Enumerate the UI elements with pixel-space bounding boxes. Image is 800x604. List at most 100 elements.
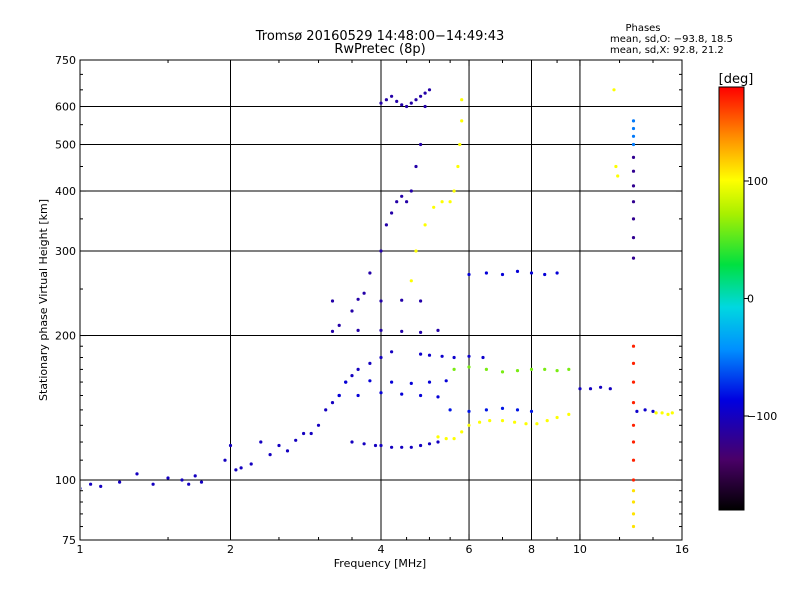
data-point [631, 423, 636, 427]
data-point [223, 458, 227, 462]
data-point [234, 468, 238, 472]
data-point [395, 200, 399, 204]
data-point [555, 369, 559, 373]
data-point [484, 408, 488, 412]
data-point [294, 438, 298, 442]
data-point [379, 391, 383, 395]
data-point [400, 445, 404, 449]
data-point [423, 104, 427, 109]
data-point [330, 299, 335, 303]
data-point [390, 350, 394, 354]
data-point [356, 367, 360, 371]
data-point [588, 387, 593, 391]
data-point [350, 440, 354, 444]
data-point [180, 478, 184, 482]
colorbar-tick-label: 100 [747, 175, 768, 188]
data-point [199, 480, 204, 484]
data-point [515, 269, 520, 273]
data-point [239, 466, 243, 470]
data-point [608, 387, 612, 391]
data-point [414, 164, 418, 169]
data-point [456, 164, 460, 169]
data-point [427, 380, 432, 384]
data-point [409, 445, 413, 449]
data-point [249, 462, 253, 466]
data-point [379, 101, 383, 105]
stats-heading: Phases [625, 23, 660, 34]
data-point [651, 409, 655, 413]
data-point [166, 476, 170, 480]
data-point [228, 443, 233, 448]
data-point [643, 408, 647, 412]
data-point [419, 299, 423, 303]
data-point [484, 271, 488, 275]
data-point [384, 223, 388, 227]
data-point [99, 484, 103, 488]
data-point [400, 392, 404, 396]
data-point [419, 352, 423, 356]
data-point [316, 423, 321, 427]
data-point [513, 420, 517, 424]
data-point [337, 393, 341, 398]
data-point [631, 200, 636, 204]
data-point [379, 249, 383, 253]
data-point [390, 380, 394, 384]
colorbar-tick-label: −100 [747, 410, 777, 423]
data-point [670, 411, 674, 415]
data-point [444, 437, 448, 441]
data-point [409, 381, 413, 385]
data-point [631, 380, 636, 384]
data-point [631, 344, 636, 348]
y-axis-label: Stationary phase Virtual Height [km] [37, 199, 50, 401]
y-tick-label: 200 [55, 330, 76, 343]
axis-ticks: 1 2 4 6 8 10 16 75 100 200 300 400 500 600 750 [55, 54, 689, 556]
data-point [500, 370, 505, 374]
x-tick-label: 1 [77, 543, 84, 556]
data-point [89, 482, 93, 486]
data-point [555, 271, 559, 275]
data-point [578, 387, 582, 391]
data-point [350, 374, 354, 378]
data-point [356, 393, 360, 398]
data-point [368, 271, 372, 275]
data-point [193, 474, 197, 478]
data-point [432, 205, 436, 209]
data-point [405, 104, 409, 109]
x-tick-label: 4 [378, 543, 385, 556]
data-point [631, 142, 636, 147]
data-point [444, 379, 448, 383]
data-point [379, 328, 383, 332]
data-point [535, 422, 539, 426]
x-tick-label: 16 [675, 543, 689, 556]
data-point [379, 443, 383, 448]
stats-line-o: mean, sd,O: −93.8, 18.5 [610, 34, 733, 45]
data-point [631, 236, 636, 240]
data-point [414, 249, 418, 253]
data-point [423, 91, 427, 95]
data-point [324, 408, 328, 412]
data-point [285, 449, 290, 453]
data-point [467, 365, 471, 369]
data-point [419, 330, 423, 334]
data-point [567, 367, 571, 371]
data-point [344, 380, 348, 384]
data-point [419, 94, 423, 98]
data-point [515, 369, 520, 373]
data-point [478, 420, 482, 424]
data-point [362, 442, 366, 446]
data-point [500, 272, 505, 277]
data-point [631, 478, 636, 482]
data-point [427, 353, 432, 357]
x-tick-label: 10 [573, 543, 587, 556]
data-point [631, 512, 636, 516]
data-point [81, 487, 82, 490]
chart-subtitle: RwPretec (8p) [334, 42, 425, 57]
data-point [400, 194, 404, 198]
data-point [362, 291, 366, 295]
data-point [440, 200, 444, 204]
data-point [631, 401, 636, 405]
data-point [390, 445, 394, 449]
data-point [484, 367, 488, 371]
data-point [529, 367, 534, 371]
